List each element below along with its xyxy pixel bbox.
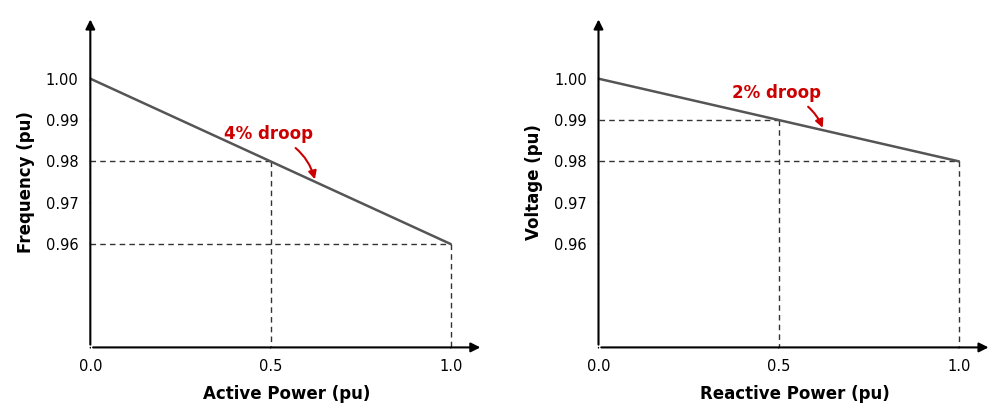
Y-axis label: Voltage (pu): Voltage (pu) [525, 124, 543, 240]
X-axis label: Active Power (pu): Active Power (pu) [203, 385, 370, 403]
Text: 2% droop: 2% droop [732, 84, 823, 126]
X-axis label: Reactive Power (pu): Reactive Power (pu) [700, 385, 890, 403]
Text: 4% droop: 4% droop [224, 126, 316, 177]
Y-axis label: Frequency (pu): Frequency (pu) [17, 111, 34, 253]
